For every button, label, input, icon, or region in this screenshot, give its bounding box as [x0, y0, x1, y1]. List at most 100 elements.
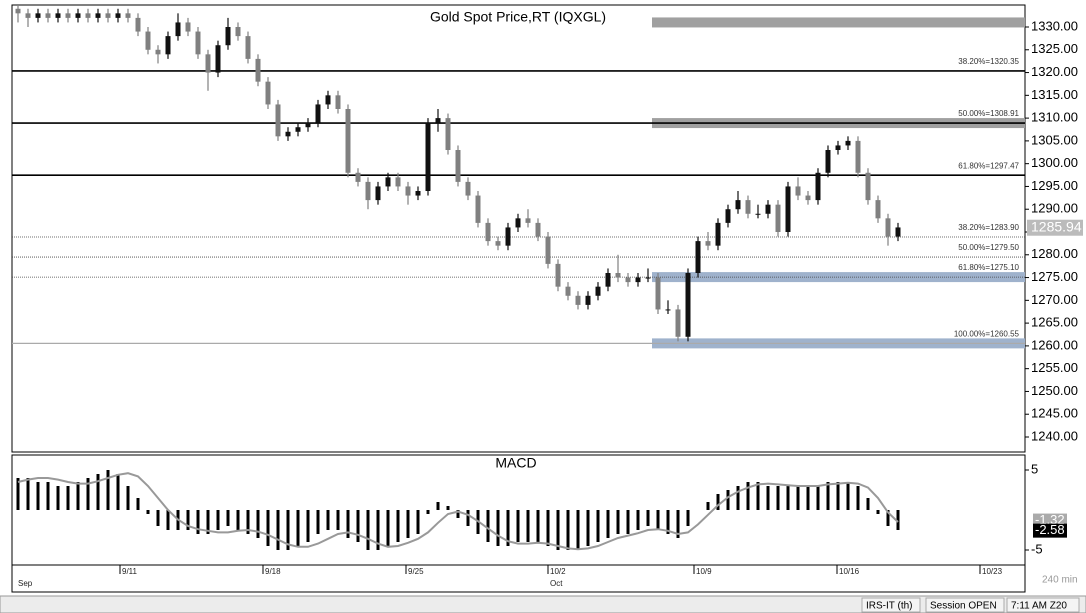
candle-body — [415, 191, 421, 196]
candle-body — [805, 195, 811, 201]
macd-bar — [46, 482, 50, 510]
macd-bar — [746, 482, 750, 510]
macd-bar — [256, 510, 260, 538]
candle-body — [305, 122, 311, 128]
macd-bar — [416, 510, 420, 534]
candle-body — [725, 209, 731, 223]
date-label: 9/18 — [265, 567, 281, 576]
interval: 240 min — [1042, 575, 1078, 586]
macd-bar — [366, 510, 370, 550]
candle-body — [455, 150, 461, 182]
macd-bar — [896, 510, 900, 530]
macd-bar — [506, 510, 510, 546]
candle-body — [625, 277, 631, 283]
macd-bar — [146, 510, 150, 514]
macd-bar — [396, 510, 400, 542]
macd-bar — [386, 510, 390, 546]
macd-bar — [436, 502, 440, 510]
candle-body — [155, 49, 161, 55]
macd-bar — [196, 510, 200, 534]
candle-body — [735, 200, 741, 210]
macd-value-label: -2.58 — [1035, 522, 1065, 537]
main-plot — [12, 5, 1025, 349]
candle-body — [775, 204, 781, 232]
candle-body — [835, 145, 841, 150]
macd-bar — [296, 510, 300, 546]
macd-bar — [166, 510, 170, 530]
macd-bar — [866, 498, 870, 510]
candle-body — [145, 31, 151, 50]
candle-body — [565, 286, 571, 296]
candle-body — [205, 54, 211, 73]
date-label: 9/25 — [408, 567, 424, 576]
candle-body — [355, 172, 361, 182]
candle-body — [275, 104, 281, 137]
candle-body — [345, 109, 351, 173]
candle-body — [215, 45, 221, 73]
macd-bar — [306, 510, 310, 542]
macd-bar — [616, 510, 620, 534]
macd-bar — [376, 510, 380, 550]
candle-body — [795, 186, 801, 196]
macd-bar — [356, 510, 360, 542]
status-bar — [0, 595, 1086, 613]
candle-body — [495, 241, 501, 246]
candle-body — [75, 13, 81, 18]
macd-bar — [286, 510, 290, 550]
macd-bar — [326, 510, 330, 530]
macd-bar — [636, 510, 640, 530]
y-tick-label: 1315.00 — [1031, 87, 1078, 102]
y-tick-label: 1260.00 — [1031, 337, 1078, 352]
macd-bar — [406, 510, 410, 538]
candle-body — [665, 309, 671, 311]
candle-body — [695, 241, 701, 273]
macd-bar — [426, 510, 430, 514]
macd-bar — [846, 482, 850, 510]
zone — [652, 17, 1025, 28]
candle-body — [95, 13, 101, 18]
macd-bar — [446, 506, 450, 510]
candle-body — [525, 218, 531, 223]
macd-bar — [216, 510, 220, 530]
macd-bar — [316, 510, 320, 534]
candle-body — [465, 181, 471, 196]
y-tick-label: 1300.00 — [1031, 155, 1078, 170]
macd-bar — [206, 510, 210, 534]
macd-bar — [576, 510, 580, 550]
macd-bar — [136, 498, 140, 510]
candle-body — [325, 95, 331, 105]
date-label: 10/16 — [839, 567, 860, 576]
y-tick-label: 1240.00 — [1031, 428, 1078, 443]
candle-body — [865, 172, 871, 201]
macd-bar — [556, 510, 560, 550]
fib-label: 100.00%=1260.55 — [954, 329, 1020, 338]
macd-bar — [16, 478, 20, 510]
y-tick-label: 1310.00 — [1031, 110, 1078, 125]
macd-bar — [346, 510, 350, 538]
macd-tick-label: 5 — [1031, 461, 1038, 476]
candle-body — [825, 150, 831, 173]
status-cell — [861, 597, 921, 613]
macd-bar — [56, 486, 60, 510]
candle-body — [25, 13, 31, 18]
candle-body — [855, 140, 861, 173]
y-tick-label: 1325.00 — [1031, 41, 1078, 56]
fib-label: 61.80%=1297.47 — [958, 161, 1019, 170]
candle-body — [745, 200, 751, 214]
candle-body — [115, 13, 121, 18]
candle-body — [65, 13, 71, 18]
macd-bar — [886, 510, 890, 526]
macd-bar — [836, 482, 840, 510]
fib-label: 61.80%=1275.10 — [958, 263, 1019, 272]
macd-plot — [16, 470, 900, 551]
y-tick-label: 1270.00 — [1031, 292, 1078, 307]
candle-body — [785, 186, 791, 232]
candle-body — [555, 263, 561, 287]
candle-body — [485, 222, 491, 242]
candle-body — [395, 177, 401, 187]
macd-bar — [686, 510, 690, 526]
y-tick-label: 1290.00 — [1031, 201, 1078, 216]
macd-bar — [186, 510, 190, 530]
candle-body — [245, 36, 251, 59]
candle-body — [15, 8, 21, 14]
